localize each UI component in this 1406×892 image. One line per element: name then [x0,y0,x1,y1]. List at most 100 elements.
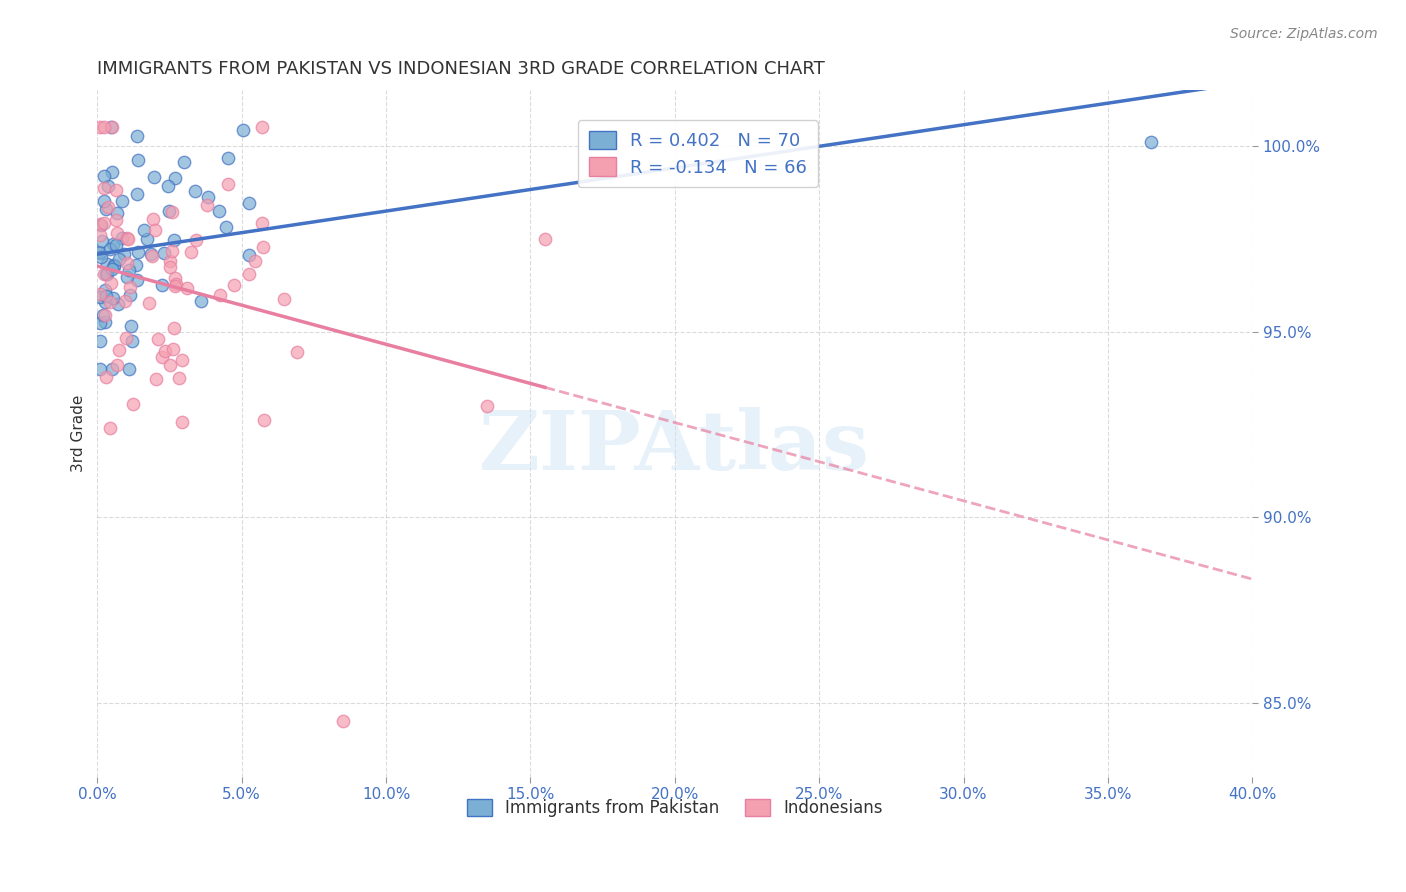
Point [1140,135,1163,149]
Point [101,120,124,135]
Point [108,343,131,357]
Point [94,268,117,282]
Point [222,277,245,292]
Y-axis label: 3rd Grade: 3rd Grade [72,395,86,472]
Point [94,369,117,384]
Point [114,294,136,309]
Point [475,399,498,413]
Point [215,219,238,234]
Point [101,236,124,251]
Point [120,280,142,294]
Point [160,205,183,219]
Point [93,215,115,229]
Point [89,361,111,376]
Point [89,334,111,348]
Point [117,256,139,270]
Point [93,169,115,183]
Point [180,244,202,259]
Point [150,350,173,364]
Point [165,270,187,285]
Point [93,180,115,194]
Point [162,342,184,356]
Point [103,258,125,272]
Point [105,238,128,252]
Point [173,155,195,169]
Point [104,213,127,227]
Point [100,120,122,135]
Point [127,273,149,287]
Point [217,151,239,165]
Point [117,232,139,246]
Point [90,234,112,248]
Point [163,171,186,186]
Point [100,276,122,290]
Point [120,318,142,333]
Point [159,358,181,372]
Point [252,240,274,254]
Point [143,223,166,237]
Legend: Immigrants from Pakistan, Indonesians: Immigrants from Pakistan, Indonesians [460,792,889,823]
Point [104,183,127,197]
Point [134,223,156,237]
Point [153,245,176,260]
Point [150,277,173,292]
Point [89,291,111,305]
Point [117,361,139,376]
Point [172,415,194,429]
Point [138,295,160,310]
Point [107,252,129,266]
Point [238,248,260,262]
Text: IMMIGRANTS FROM PAKISTAN VS INDONESIAN 3RD GRADE CORRELATION CHART: IMMIGRANTS FROM PAKISTAN VS INDONESIAN 3… [97,60,825,78]
Point [89,217,111,231]
Point [89,228,111,243]
Point [103,260,125,274]
Point [167,370,190,384]
Point [93,315,115,329]
Point [96,257,118,271]
Point [184,184,207,198]
Point [157,204,180,219]
Point [101,291,124,305]
Text: ZIPAtlas: ZIPAtlas [479,408,870,487]
Point [107,297,129,311]
Point [121,334,143,348]
Point [232,122,254,136]
Point [90,250,112,264]
Point [127,153,149,167]
Point [89,120,111,135]
Point [93,268,115,282]
Point [172,353,194,368]
Point [89,316,111,330]
Point [125,128,148,143]
Point [96,288,118,302]
Point [118,288,141,302]
Point [163,233,186,247]
Point [93,120,115,135]
Point [238,196,260,211]
Point [145,371,167,385]
Point [208,288,231,302]
Point [146,332,169,346]
Point [285,344,308,359]
Point [195,198,218,212]
Point [217,177,239,191]
Point [273,292,295,306]
Point [111,194,134,208]
Point [101,361,124,376]
Point [121,397,143,411]
Point [114,331,136,345]
Point [160,244,183,259]
Point [91,308,114,322]
Point [143,170,166,185]
Point [98,242,121,256]
Point [127,245,149,260]
Point [534,232,557,246]
Point [97,178,120,193]
Point [112,246,135,260]
Point [115,231,138,245]
Point [90,218,112,232]
Point [98,295,121,310]
Point [115,270,138,285]
Point [163,279,186,293]
Point [94,295,117,310]
